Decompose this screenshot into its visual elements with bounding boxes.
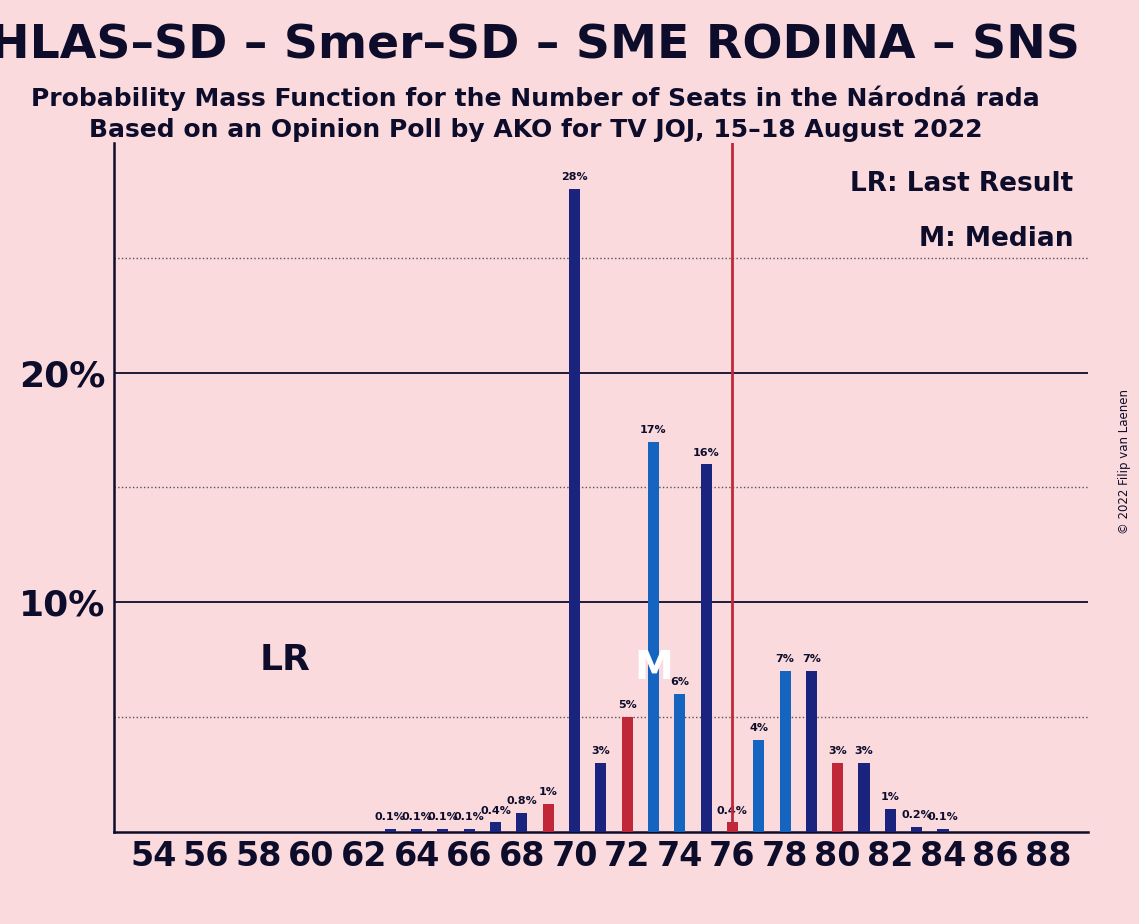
Text: 7%: 7% <box>802 654 821 664</box>
Text: 0.1%: 0.1% <box>401 812 432 822</box>
Text: LR: LR <box>260 642 311 676</box>
Text: 16%: 16% <box>693 447 720 457</box>
Bar <box>648 442 659 832</box>
Bar <box>833 763 843 832</box>
Bar <box>437 830 449 832</box>
Text: 1%: 1% <box>880 792 900 802</box>
Text: 0.1%: 0.1% <box>427 812 458 822</box>
Text: Probability Mass Function for the Number of Seats in the Národná rada: Probability Mass Function for the Number… <box>31 85 1040 111</box>
Text: 6%: 6% <box>670 677 689 687</box>
Bar <box>542 804 554 832</box>
Text: HLAS–SD – Smer–SD – SME RODINA – SNS: HLAS–SD – Smer–SD – SME RODINA – SNS <box>0 23 1080 68</box>
Bar <box>570 189 580 832</box>
Bar <box>753 740 764 832</box>
Text: LR: Last Result: LR: Last Result <box>850 171 1073 197</box>
Text: 0.1%: 0.1% <box>453 812 484 822</box>
Text: 3%: 3% <box>854 746 874 756</box>
Text: 3%: 3% <box>828 746 847 756</box>
Bar <box>885 808 896 832</box>
Text: 28%: 28% <box>562 172 588 182</box>
Bar <box>779 671 790 832</box>
Text: 7%: 7% <box>776 654 795 664</box>
Bar <box>727 822 738 832</box>
Bar <box>464 830 475 832</box>
Bar <box>700 465 712 832</box>
Bar <box>911 827 923 832</box>
Text: 4%: 4% <box>749 723 768 733</box>
Bar <box>411 830 423 832</box>
Text: 0.8%: 0.8% <box>507 796 538 807</box>
Bar <box>490 822 501 832</box>
Bar <box>516 813 527 832</box>
Text: © 2022 Filip van Laenen: © 2022 Filip van Laenen <box>1118 390 1131 534</box>
Text: 0.4%: 0.4% <box>481 806 511 816</box>
Text: 3%: 3% <box>591 746 611 756</box>
Text: 0.1%: 0.1% <box>927 812 958 822</box>
Text: M: M <box>634 649 673 687</box>
Bar <box>859 763 869 832</box>
Text: 1%: 1% <box>539 787 558 797</box>
Text: 0.4%: 0.4% <box>716 806 748 816</box>
Text: Based on an Opinion Poll by AKO for TV JOJ, 15–18 August 2022: Based on an Opinion Poll by AKO for TV J… <box>89 118 982 142</box>
Bar <box>596 763 606 832</box>
Bar <box>937 830 949 832</box>
Bar <box>674 694 686 832</box>
Bar <box>806 671 817 832</box>
Text: M: Median: M: Median <box>919 225 1073 252</box>
Text: 0.2%: 0.2% <box>901 810 932 821</box>
Text: 5%: 5% <box>617 700 637 710</box>
Bar <box>622 717 632 832</box>
Bar <box>385 830 395 832</box>
Text: 17%: 17% <box>640 425 666 434</box>
Text: 0.1%: 0.1% <box>375 812 405 822</box>
